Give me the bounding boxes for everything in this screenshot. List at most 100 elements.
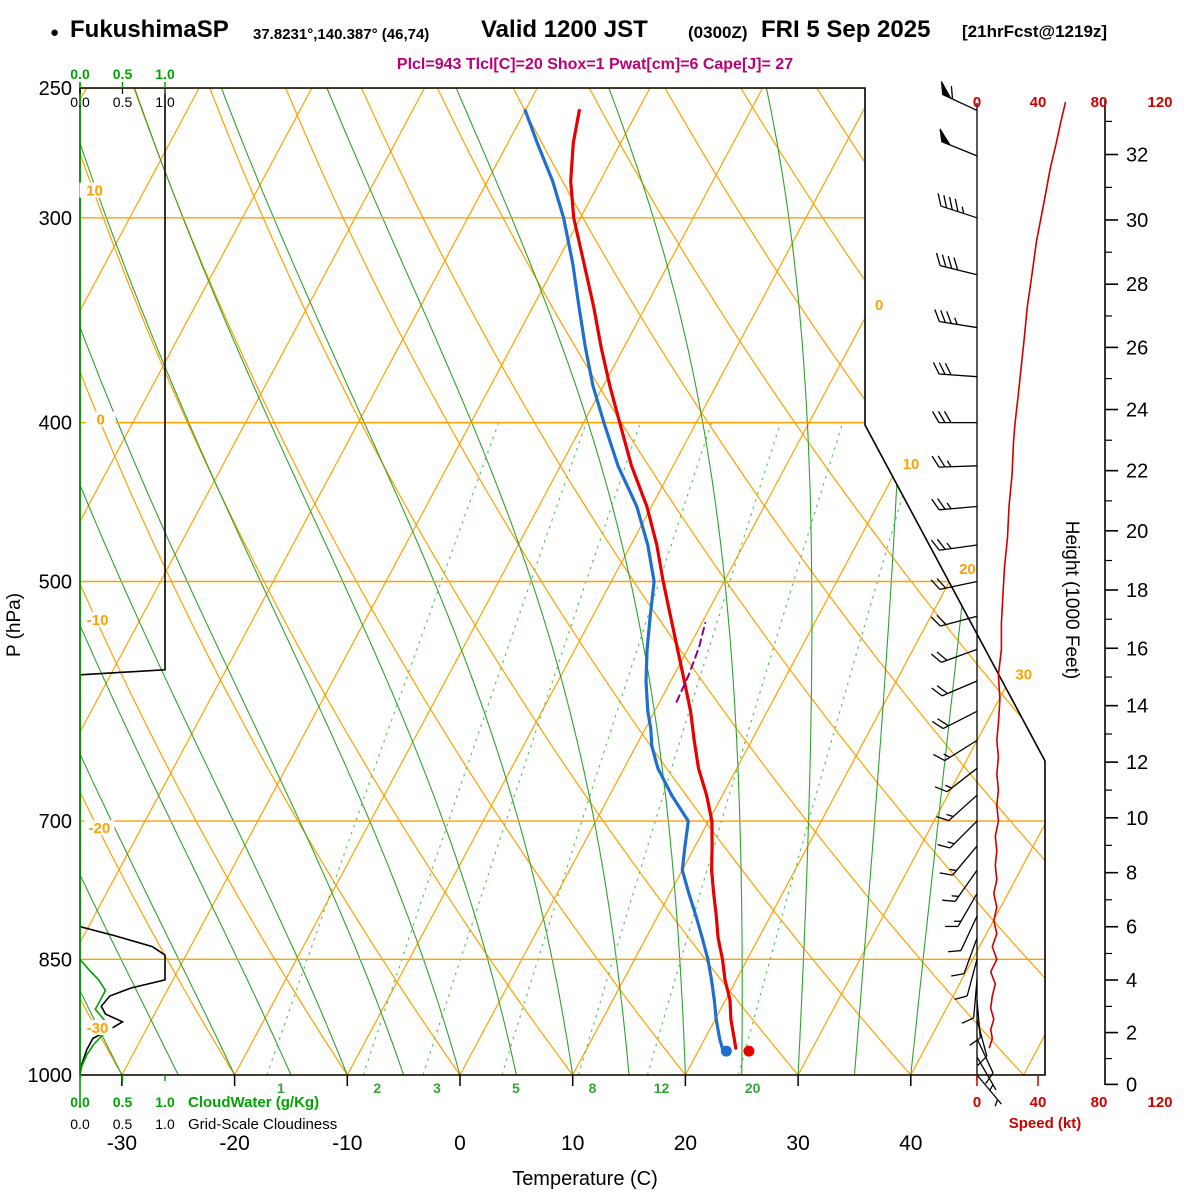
svg-text:30: 30: [786, 1132, 809, 1155]
svg-text:1000: 1000: [28, 1065, 73, 1087]
svg-text:40: 40: [1030, 94, 1047, 111]
svg-text:4: 4: [1126, 970, 1137, 992]
svg-text:-30: -30: [107, 1132, 137, 1155]
svg-text:250: 250: [39, 78, 72, 100]
svg-text:20: 20: [959, 561, 976, 578]
valid-time: Valid 1200 JST: [481, 16, 648, 43]
svg-text:0.0: 0.0: [70, 94, 90, 110]
valid-date: FRI 5 Sep 2025: [761, 16, 931, 43]
temperature-curve: [569, 108, 738, 1050]
sounding-parameters: Plcl=943 Tlcl[C]=20 Shox=1 Pwat[cm]=6 Ca…: [396, 56, 794, 73]
svg-text:CloudWater (g/Kg): CloudWater (g/Kg): [188, 1094, 319, 1111]
svg-text:0.5: 0.5: [113, 94, 133, 110]
plot-area: [80, 88, 1045, 1075]
valid-time-utc: (0300Z): [688, 23, 748, 42]
svg-text:10: 10: [903, 456, 920, 473]
dewpoint-curve: [523, 108, 724, 1050]
svg-text:80: 80: [1091, 94, 1108, 111]
svg-text:0.5: 0.5: [113, 1094, 133, 1110]
mixing-ratio-labels: 1 2 3 5 8 12 20: [277, 1080, 761, 1096]
wind-barbs: [930, 81, 1002, 1107]
station-coords: 37.8231°,140.387° (46,74): [253, 26, 430, 43]
svg-text:10: 10: [561, 1132, 584, 1155]
svg-text:0.5: 0.5: [113, 1116, 133, 1132]
svg-text:300: 300: [39, 208, 72, 230]
svg-text:3: 3: [433, 1080, 441, 1096]
svg-text:12: 12: [1126, 752, 1148, 774]
isotherm-labels: 0 10 20 30: [875, 297, 1032, 683]
plot-frame: [79, 82, 1046, 1108]
mixing-ratio-lines: [266, 422, 925, 1075]
svg-text:0.0: 0.0: [70, 1116, 90, 1132]
svg-text:700: 700: [39, 811, 72, 833]
svg-text:28: 28: [1126, 274, 1148, 296]
forecast-info: [21hrFcst@1219z]: [962, 22, 1108, 41]
svg-text:18: 18: [1126, 580, 1148, 602]
svg-text:0.0: 0.0: [70, 1094, 90, 1110]
svg-text:Grid-Scale Cloudiness: Grid-Scale Cloudiness: [188, 1116, 337, 1133]
svg-text:40: 40: [1030, 1094, 1047, 1111]
svg-text:0: 0: [973, 94, 981, 111]
svg-text:10: 10: [86, 183, 103, 200]
svg-text:120: 120: [1147, 94, 1172, 111]
svg-text:20: 20: [745, 1080, 761, 1096]
svg-text:14: 14: [1126, 696, 1148, 718]
svg-text:1.0: 1.0: [155, 1094, 175, 1110]
surface-dewpoint-dot: [720, 1045, 732, 1057]
svg-text:120: 120: [1147, 1094, 1172, 1111]
svg-text:16: 16: [1126, 638, 1148, 660]
svg-text:30: 30: [1015, 666, 1032, 683]
svg-text:-10: -10: [87, 612, 109, 629]
svg-text:Height (1000 Feet): Height (1000 Feet): [1061, 521, 1082, 679]
svg-text:12: 12: [654, 1080, 670, 1096]
svg-text:0.5: 0.5: [113, 66, 133, 82]
svg-text:8: 8: [589, 1080, 597, 1096]
svg-text:22: 22: [1126, 461, 1148, 483]
svg-text:5: 5: [512, 1080, 520, 1096]
grid-cloudiness-profile: [80, 93, 166, 1075]
svg-text:850: 850: [39, 949, 72, 971]
svg-text:20: 20: [1126, 521, 1148, 543]
svg-text:0: 0: [454, 1132, 466, 1155]
svg-text:0: 0: [96, 412, 104, 429]
svg-text:Temperature (C): Temperature (C): [512, 1168, 658, 1190]
cloud-scales: 0.0 0.0 0.0 0.0 0.5 0.5 0.5 0.5 1.0 1.0 1.0 1.0 Clou…: [70, 66, 337, 1133]
svg-text:30: 30: [1126, 210, 1148, 232]
parcel-curve: [675, 622, 707, 703]
wind-speed-curve: [988, 101, 1067, 1049]
pressure-axis: 250 300 400 500 700 850 1000 P (hPa): [4, 78, 72, 1087]
station-bullet-icon: ●: [50, 24, 60, 41]
svg-text:1.0: 1.0: [155, 94, 175, 110]
svg-text:24: 24: [1126, 400, 1148, 422]
svg-text:1: 1: [277, 1080, 285, 1096]
svg-text:-20: -20: [219, 1132, 249, 1155]
svg-text:32: 32: [1126, 145, 1148, 167]
svg-text:2: 2: [1126, 1023, 1137, 1045]
surface-temperature-dot: [743, 1045, 755, 1057]
svg-text:Speed (kt): Speed (kt): [1009, 1115, 1082, 1132]
svg-text:0: 0: [973, 1094, 981, 1111]
svg-text:1.0: 1.0: [155, 66, 175, 82]
svg-text:500: 500: [39, 572, 72, 594]
svg-text:80: 80: [1091, 1094, 1108, 1111]
svg-text:20: 20: [674, 1132, 697, 1155]
cloud-water-profile: [80, 958, 109, 1075]
svg-text:40: 40: [899, 1132, 922, 1155]
temperature-axis: -30 -20 -10 0 10 20 30 40 Temperature (C): [107, 1075, 922, 1190]
svg-text:26: 26: [1126, 337, 1148, 359]
svg-text:10: 10: [1126, 808, 1148, 830]
svg-text:P (hPa): P (hPa): [4, 593, 25, 657]
svg-text:8: 8: [1126, 863, 1137, 885]
svg-text:-10: -10: [332, 1132, 362, 1155]
isobars: [80, 88, 1045, 1075]
dry-adiabat-labels: 0 10 -30 -20 -10: [79, 182, 116, 1037]
svg-text:400: 400: [39, 413, 72, 435]
station-name: FukushimaSP: [70, 16, 229, 43]
svg-text:0: 0: [1126, 1074, 1137, 1096]
svg-text:1.0: 1.0: [155, 1116, 175, 1132]
svg-text:0: 0: [875, 297, 883, 314]
svg-text:2: 2: [373, 1080, 381, 1096]
